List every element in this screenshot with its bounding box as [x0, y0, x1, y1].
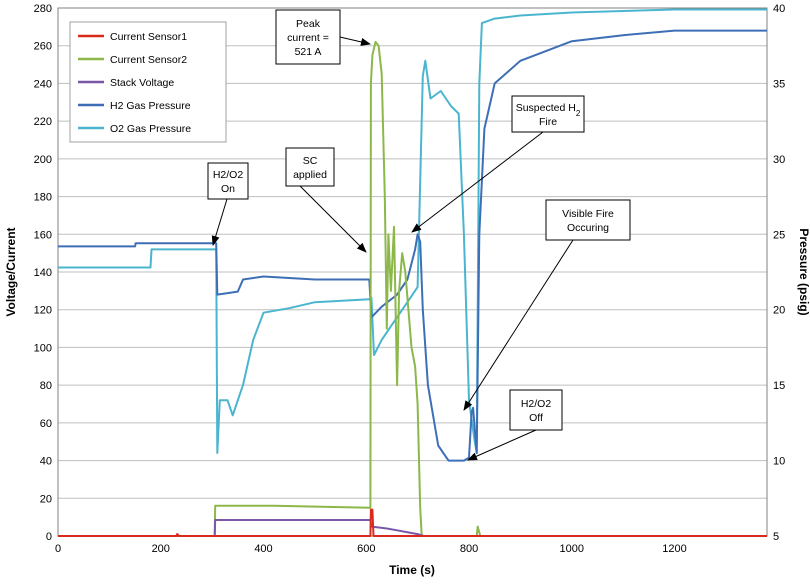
legend-entry: H2 Gas Pressure [110, 100, 191, 112]
callout-box [509, 389, 563, 431]
y-tick-label: 0 [46, 531, 52, 543]
callout-label: applied [293, 169, 327, 181]
x-tick-label: 600 [357, 543, 375, 555]
y2-tick-label: 5 [773, 531, 779, 543]
y2-axis-label: Pressure (psig) [797, 228, 810, 315]
y-tick-label: 20 [40, 493, 52, 505]
y2-tick-label: 30 [773, 154, 785, 166]
y2-tick-label: 40 [773, 3, 785, 15]
y2-tick-label: 25 [773, 229, 785, 241]
callout-arrow [339, 36, 371, 46]
callout-label: Peak [296, 18, 321, 30]
callout-label: current = [287, 32, 329, 44]
series-line-stack-voltage [58, 519, 767, 537]
x-tick-label: 1000 [560, 543, 584, 555]
x-tick-label: 400 [254, 543, 272, 555]
x-tick-label: 200 [152, 543, 170, 555]
y-tick-label: 280 [34, 3, 52, 15]
y-tick-label: 120 [34, 305, 52, 317]
callout-box [285, 147, 335, 187]
callouts: H2/O2 On SC applied Peak current = 521 A Suspec… [207, 9, 631, 461]
legend-entry: Current Sensor1 [110, 31, 187, 43]
callout-box [275, 9, 341, 65]
callout-h2o2-on: H2/O2 On [207, 162, 249, 246]
series-lines [58, 8, 767, 537]
x-axis-label: Time (s) [389, 563, 435, 577]
y-tick-label: 40 [40, 456, 52, 468]
x-tick-label: 800 [460, 543, 478, 555]
callout-box [511, 95, 585, 133]
y-tick-label: 160 [34, 229, 52, 241]
callout-arrow [211, 198, 228, 246]
callout-visible-fire: Visible Fire Occuring [463, 199, 631, 411]
y2-tick-label: 10 [773, 456, 785, 468]
x-axis-ticks: 0 200 400 600 800 1000 1200 [55, 543, 687, 555]
callout-arrow [411, 131, 544, 233]
series-line-o2-gas-pressure [58, 8, 767, 454]
y-tick-label: 220 [34, 116, 52, 128]
callout-label: Occuring [567, 222, 609, 234]
callout-label: H2/O2 [213, 169, 244, 181]
callout-peak-current: Peak current = 521 A [275, 9, 371, 65]
callout-label: Visible Fire [562, 208, 614, 220]
callout-subscript: 2 [576, 109, 581, 118]
series-line-current-sensor2 [58, 40, 767, 537]
callout-label: Off [529, 412, 543, 424]
callout-h2o2-off: H2/O2 Off [467, 389, 563, 461]
y-axis-label: Voltage/Current [4, 227, 18, 316]
y2-tick-label: 15 [773, 380, 785, 392]
x-tick-label: 1200 [662, 543, 686, 555]
y-tick-label: 200 [34, 154, 52, 166]
y2-tick-label: 35 [773, 78, 785, 90]
callout-label: 521 A [295, 46, 322, 58]
x-tick-label: 0 [55, 543, 61, 555]
callout-label: Suspected H2 [516, 102, 581, 118]
y-tick-label: 240 [34, 78, 52, 90]
callout-arrow [299, 185, 367, 253]
y-tick-label: 100 [34, 342, 52, 354]
y-tick-label: 80 [40, 380, 52, 392]
callout-box [207, 162, 249, 200]
callout-label: H2/O2 [521, 398, 552, 410]
callout-label: SC [303, 155, 318, 167]
y2-axis-ticks: 5 10 15 20 25 30 35 40 [773, 3, 785, 543]
y-tick-label: 180 [34, 192, 52, 204]
callout-box [545, 199, 631, 241]
legend-entry: Stack Voltage [110, 77, 174, 89]
y-tick-label: 140 [34, 267, 52, 279]
callout-label: On [221, 183, 235, 195]
y2-tick-label: 20 [773, 305, 785, 317]
y-tick-label: 260 [34, 41, 52, 53]
legend-entry: Current Sensor2 [110, 54, 187, 66]
callout-arrow [467, 429, 537, 461]
y-tick-label: 60 [40, 418, 52, 430]
legend-entry: O2 Gas Pressure [110, 123, 191, 135]
callout-label: Fire [539, 116, 557, 128]
callout-arrow [463, 239, 574, 411]
series-line-current-sensor1 [58, 508, 767, 537]
legend: Current Sensor1 Current Sensor2 Stack Volt… [69, 21, 227, 143]
y-axis-ticks: 0 20 40 60 80 100 120 140 160 180 200 220 240 260 280 [34, 3, 52, 543]
series-line-h2-gas-pressure [58, 29, 767, 462]
callout-sc-applied: SC applied [285, 147, 367, 253]
